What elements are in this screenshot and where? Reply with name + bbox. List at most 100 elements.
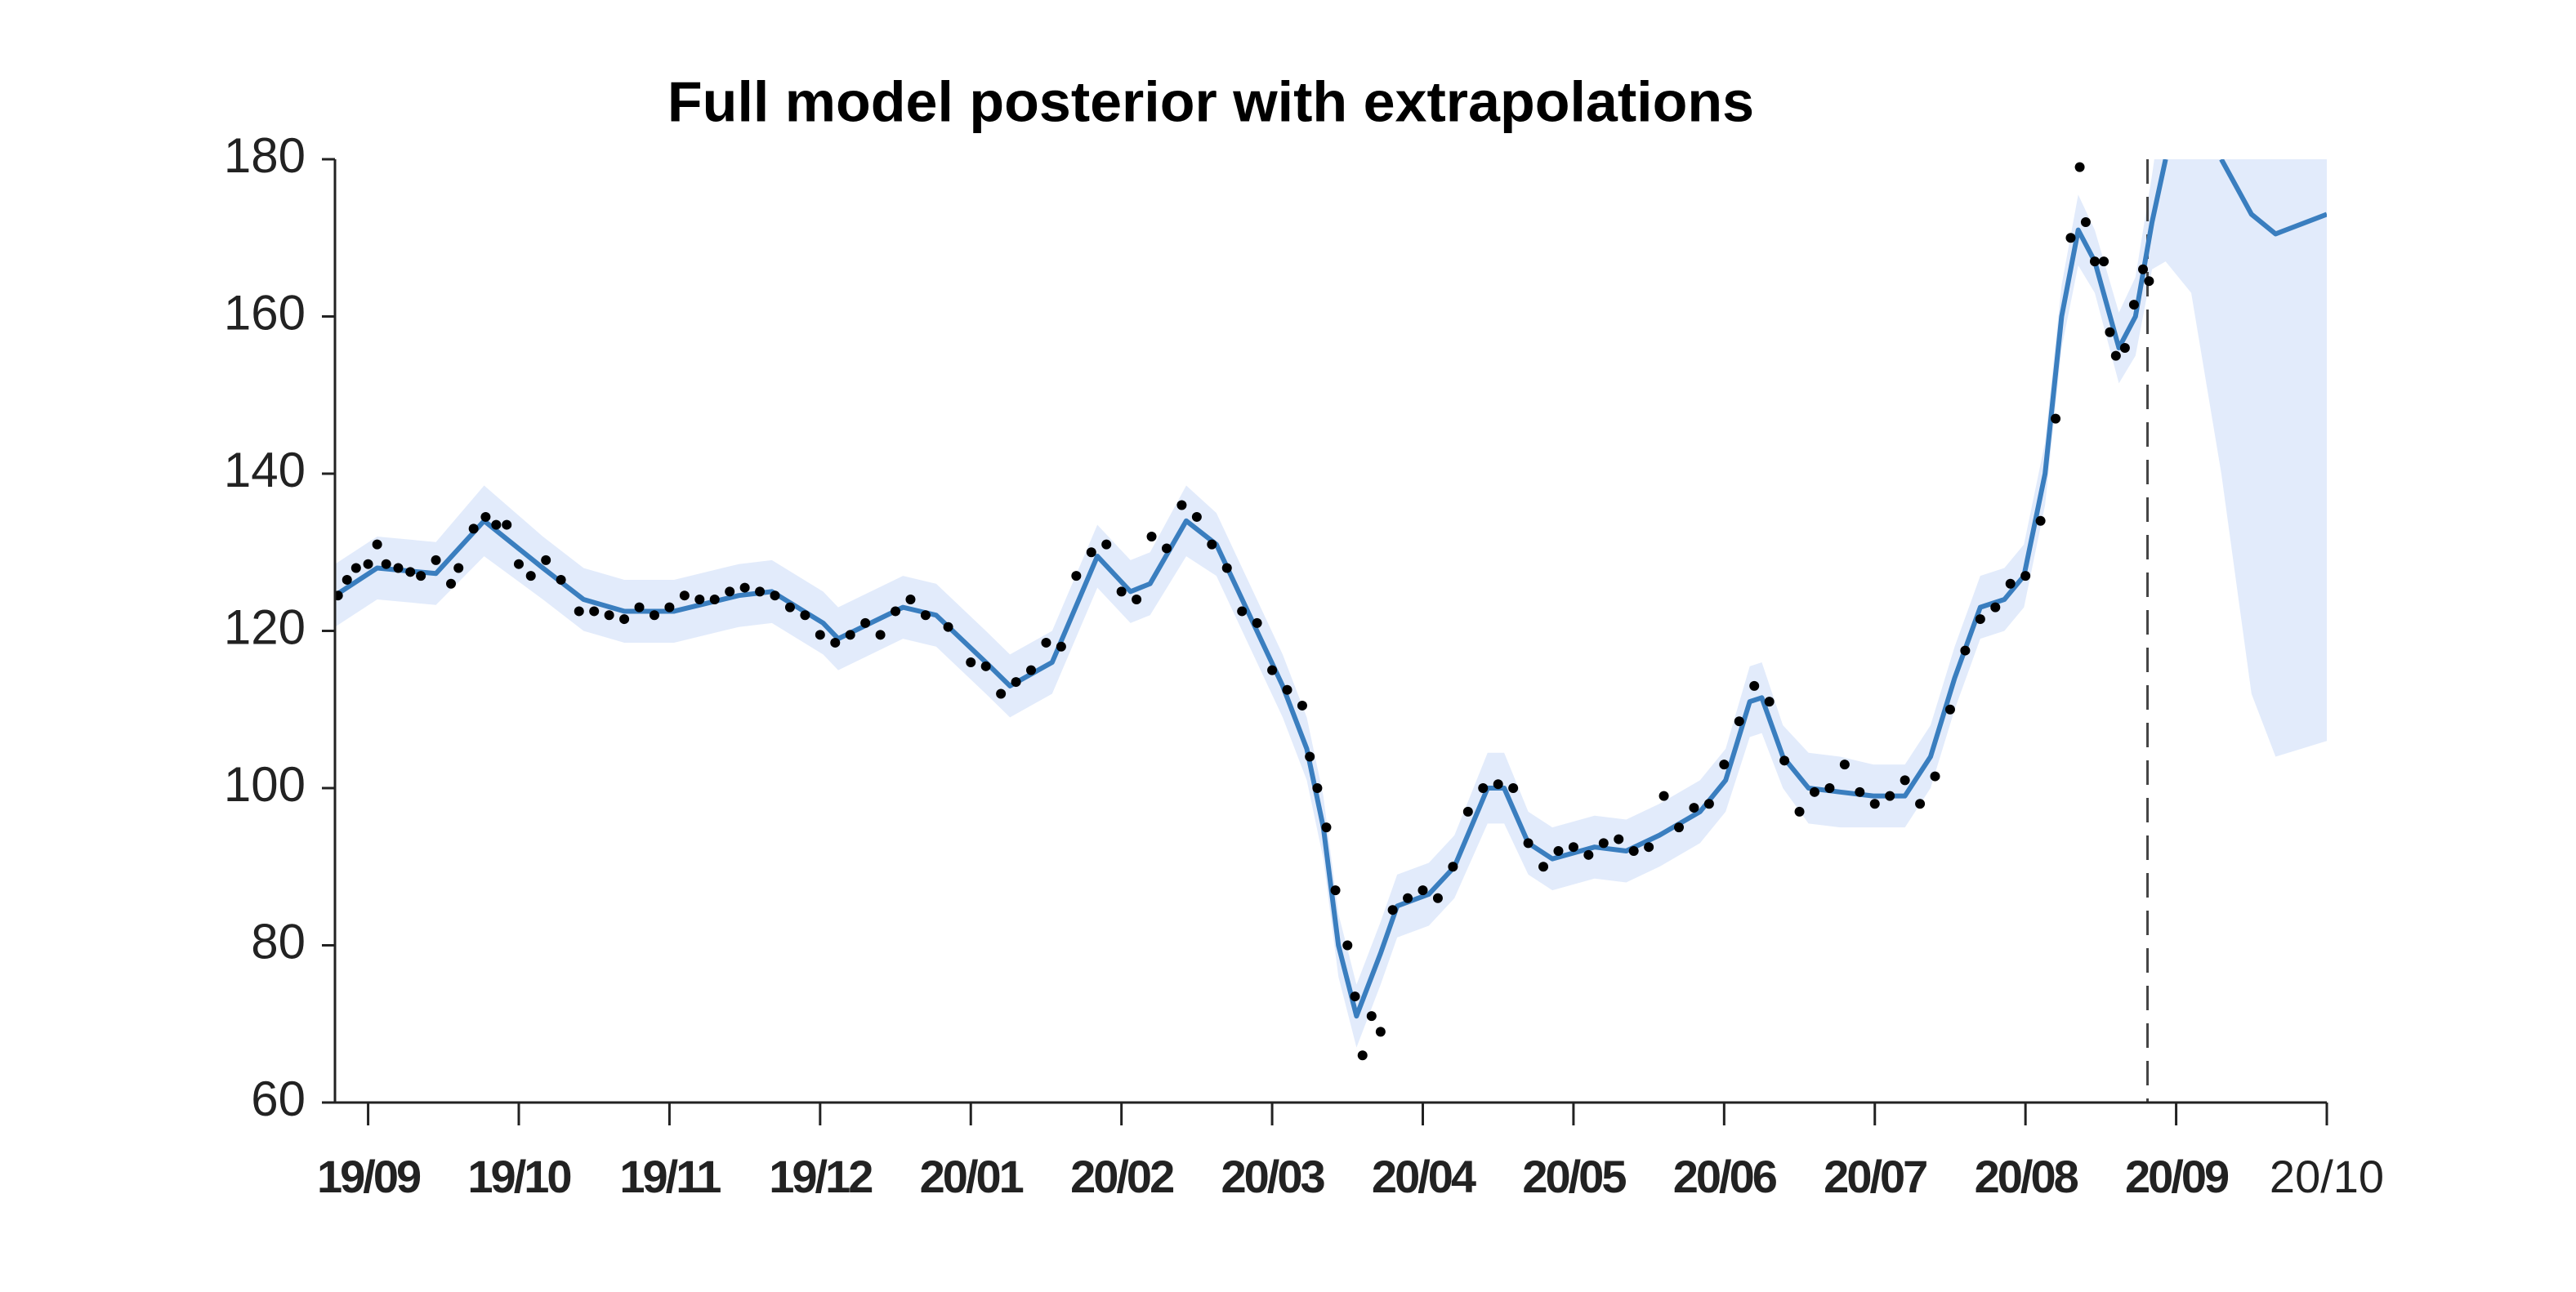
data-point	[2074, 162, 2085, 172]
x-tick-label: 20/02	[1070, 1151, 1173, 1202]
data-point	[1689, 803, 1699, 813]
data-point	[1493, 779, 1503, 790]
data-point	[1869, 799, 1880, 809]
data-point	[815, 630, 825, 640]
data-point	[860, 617, 871, 628]
data-point	[393, 563, 404, 573]
data-point	[784, 602, 795, 613]
y-tick-label: 60	[251, 1071, 306, 1126]
data-point	[1900, 775, 1910, 786]
data-point	[491, 519, 502, 530]
data-point	[1839, 760, 1850, 770]
data-point	[1764, 697, 1775, 707]
data-point	[342, 574, 352, 585]
data-point	[2099, 256, 2109, 267]
data-point	[905, 595, 916, 604]
data-point	[1297, 700, 1307, 711]
data-point	[1990, 602, 2001, 613]
data-point	[1523, 838, 1534, 849]
data-point	[619, 614, 630, 625]
data-point	[920, 610, 931, 621]
data-point	[1944, 704, 1955, 715]
data-point	[372, 539, 382, 550]
data-point	[1071, 571, 1082, 581]
data-point	[1749, 680, 1760, 691]
data-point	[1885, 791, 1895, 801]
data-point	[845, 630, 855, 640]
data-point	[1086, 547, 1096, 558]
data-point	[694, 595, 705, 604]
data-point	[1176, 500, 1187, 510]
x-tick-label: 20/07	[1824, 1151, 1926, 1202]
data-point	[1553, 846, 1564, 856]
data-point	[800, 610, 810, 621]
data-point	[1930, 771, 1940, 782]
data-point	[1598, 838, 1609, 849]
data-point	[2080, 217, 2091, 227]
data-point	[1011, 677, 1021, 688]
x-tick-label: 19/12	[769, 1151, 872, 1202]
data-point	[1350, 991, 1360, 1002]
data-point	[1237, 606, 1248, 617]
data-point	[556, 574, 566, 585]
chart-title: Full model posterior with extrapolations	[667, 69, 1754, 133]
x-tick-label: 19/10	[467, 1151, 570, 1202]
data-point	[2128, 300, 2139, 310]
y-tick-label: 160	[224, 285, 306, 340]
x-tick-label: 20/08	[1975, 1151, 2078, 1202]
data-point	[363, 559, 373, 569]
data-point	[1387, 905, 1398, 916]
data-point	[1207, 539, 1217, 550]
data-point	[381, 559, 391, 569]
data-point	[2065, 233, 2076, 243]
x-tick-label: 20/05	[1522, 1151, 1626, 1202]
data-point	[1794, 806, 1805, 817]
data-point	[604, 610, 614, 621]
data-point	[2035, 515, 2046, 526]
data-point	[1659, 791, 1669, 801]
data-point	[453, 563, 464, 573]
data-point	[1221, 563, 1232, 573]
data-point	[891, 606, 901, 617]
data-point	[875, 630, 886, 640]
data-point	[1161, 543, 1172, 554]
data-point	[416, 571, 426, 581]
data-point	[770, 590, 780, 601]
x-tick-label: 20/10	[2270, 1151, 2384, 1202]
data-point	[1462, 806, 1473, 817]
data-point	[943, 621, 953, 632]
data-point	[966, 657, 976, 667]
data-point	[1330, 885, 1341, 896]
y-tick-label: 140	[224, 443, 306, 497]
data-point	[1403, 893, 1413, 903]
data-point	[996, 688, 1007, 699]
data-point	[1252, 617, 1262, 628]
data-point	[634, 602, 645, 613]
data-point	[468, 523, 479, 534]
data-point	[1357, 1050, 1368, 1061]
data-point	[1432, 893, 1443, 903]
data-point	[1915, 799, 1926, 809]
data-point	[1305, 751, 1315, 762]
x-tick-label: 19/11	[619, 1151, 721, 1202]
data-point	[1674, 822, 1685, 833]
data-point	[1146, 532, 1157, 541]
data-point	[755, 586, 766, 597]
data-point	[1041, 637, 1051, 648]
data-point	[1719, 760, 1730, 770]
data-point	[1478, 783, 1489, 793]
y-tick-label: 80	[251, 914, 306, 969]
data-point	[1366, 1011, 1377, 1022]
data-point	[679, 590, 690, 601]
data-point	[709, 595, 720, 604]
data-point	[513, 559, 524, 569]
data-point	[1267, 665, 1278, 675]
data-point	[431, 555, 441, 565]
data-point	[664, 602, 675, 613]
data-point	[1644, 842, 1654, 853]
data-point	[1824, 783, 1835, 793]
x-tick-label: 20/04	[1372, 1151, 1476, 1202]
y-tick-label: 120	[224, 599, 306, 654]
